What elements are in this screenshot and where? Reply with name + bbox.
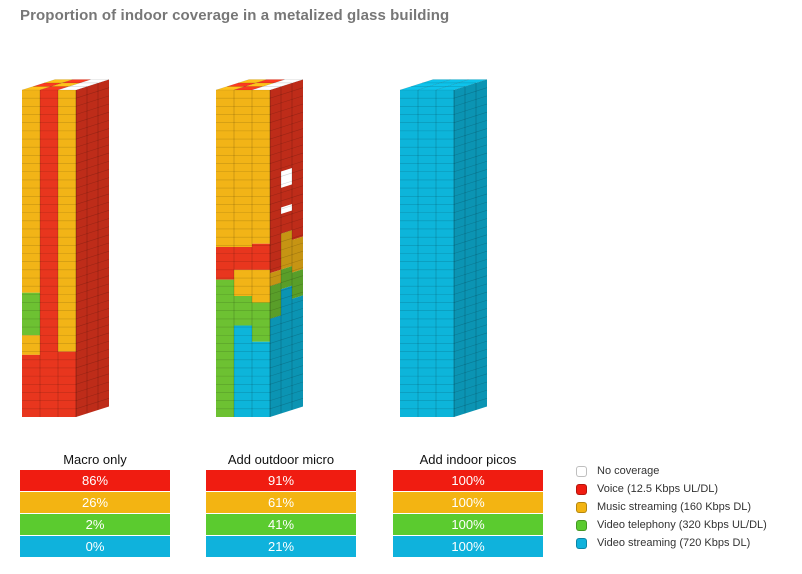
legend-item-video-telephony: Video telephony (320 Kbps UL/DL)	[576, 516, 767, 534]
legend-label: Video telephony (320 Kbps UL/DL)	[597, 519, 767, 531]
legend-swatch	[576, 519, 587, 531]
panel-title: Add indoor picos	[419, 452, 517, 467]
legend-label: No coverage	[597, 465, 660, 477]
legend-item-voice: Voice (12.5 Kbps UL/DL)	[576, 480, 767, 498]
tower-add-indoor-picos	[399, 79, 488, 417]
legend-swatch	[576, 501, 587, 513]
music-streaming-percentage: 61%	[206, 492, 356, 513]
video-telephony-percentage: 100%	[393, 514, 543, 535]
legend-item-music-streaming: Music streaming (160 Kbps DL)	[576, 498, 767, 516]
voice-percentage: 91%	[206, 470, 356, 491]
legend-item-video-streaming: Video streaming (720 Kbps DL)	[576, 534, 767, 552]
music-streaming-percentage: 26%	[20, 492, 170, 513]
chart-title: Proportion of indoor coverage in a metal…	[20, 7, 450, 24]
legend-label: Music streaming (160 Kbps DL)	[597, 501, 752, 513]
legend-label: Voice (12.5 Kbps UL/DL)	[597, 483, 719, 495]
tower-add-outdoor-micro	[215, 79, 304, 417]
video-telephony-percentage: 2%	[20, 514, 170, 535]
building-illustrations	[21, 79, 488, 417]
video-telephony-percentage: 41%	[206, 514, 356, 535]
panel-title: Add outdoor micro	[227, 452, 335, 467]
voice-percentage: 86%	[20, 470, 170, 491]
panel-macro-only: Macro only 86% 26% 2% 0%	[20, 449, 170, 558]
music-streaming-percentage: 100%	[393, 492, 543, 513]
legend-swatch	[576, 537, 587, 549]
video-streaming-percentage: 100%	[393, 536, 543, 557]
legend-label: Video streaming (720 Kbps DL)	[597, 537, 751, 549]
legend: No coverage Voice (12.5 Kbps UL/DL) Musi…	[576, 462, 767, 552]
panel-title: Macro only	[63, 452, 127, 467]
panel-add-outdoor-micro: Add outdoor micro 91% 61% 41% 21%	[206, 449, 356, 558]
video-streaming-percentage: 0%	[20, 536, 170, 557]
legend-item-no-coverage: No coverage	[576, 462, 767, 480]
tower-macro-only	[21, 79, 110, 417]
legend-swatch	[576, 465, 587, 477]
voice-percentage: 100%	[393, 470, 543, 491]
legend-swatch	[576, 483, 587, 495]
video-streaming-percentage: 21%	[206, 536, 356, 557]
panel-add-indoor-picos: Add indoor picos 100% 100% 100% 100%	[393, 449, 543, 558]
